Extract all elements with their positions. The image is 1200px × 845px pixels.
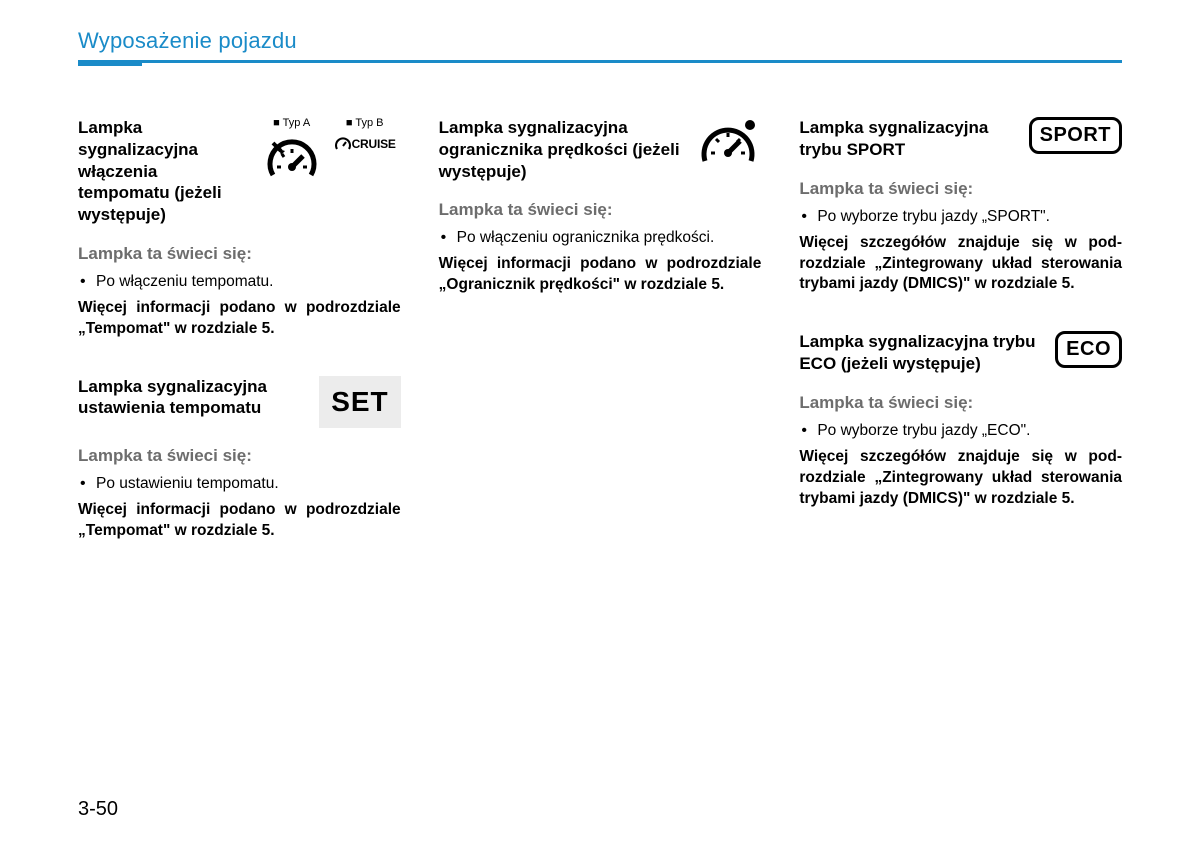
section-eco-mode: Lampka sygnalizacyjna trybu ECO (jeżeli … <box>799 331 1122 509</box>
bullet-list: Po wyborze trybu jazdy „SPORT". <box>799 207 1122 227</box>
sport-badge-icon: SPORT <box>1029 117 1122 154</box>
set-badge-icon: SET <box>319 376 400 428</box>
type-b-label: ■ Typ B <box>346 117 384 129</box>
section-cruise-set: Lampka sygnalizacyjna ustawienia tempoma… <box>78 376 401 542</box>
column-1: Lampka sygnalizacyjna włączenia tempomat… <box>78 117 401 578</box>
list-item: Po wyborze trybu jazdy „ECO". <box>799 421 1122 441</box>
sub-heading: Lampka ta świeci się: <box>799 179 1122 199</box>
cruise-small-icon: CRUISE <box>329 131 401 157</box>
bullet-list: Po włączeniu tempomatu. <box>78 272 401 292</box>
sub-heading: Lampka ta świeci się: <box>78 244 401 264</box>
sub-heading: Lampka ta świeci się: <box>78 446 401 466</box>
reference-note: Więcej informacji podano w podrozdziale … <box>78 500 401 542</box>
section-title: Lampka sygnalizacyjna trybu ECO (jeżeli … <box>799 331 1045 375</box>
speed-limiter-icon <box>695 117 761 171</box>
section-sport-mode: Lampka sygnalizacyjna trybu SPORT SPORT … <box>799 117 1122 295</box>
title-rule <box>78 60 1122 63</box>
bullet-list: Po ustawieniu tempomatu. <box>78 474 401 494</box>
reference-note: Więcej szczegółów znajduje się w pod­roz… <box>799 447 1122 510</box>
mini-gauge-icon <box>334 135 352 153</box>
reference-note: Więcej informacji podano w podrozdziale … <box>439 254 762 296</box>
section-speed-limiter: Lampka sygnalizacyjna ogranicznika prędk… <box>439 117 762 296</box>
sub-heading: Lampka ta świeci się: <box>439 200 762 220</box>
list-item: Po ustawieniu tempomatu. <box>78 474 401 494</box>
section-title: Lampka sygnalizacyjna ustawienia tempoma… <box>78 376 309 420</box>
section-title: Lampka sygnalizacyjna ogranicznika prędk… <box>439 117 686 182</box>
column-3: Lampka sygnalizacyjna trybu SPORT SPORT … <box>799 117 1122 578</box>
list-item: Po włączeniu tempomatu. <box>78 272 401 292</box>
reference-note: Więcej informacji podano w podrozdziale … <box>78 298 401 340</box>
cruise-text: CRUISE <box>352 137 396 151</box>
bullet-list: Po wyborze trybu jazdy „ECO". <box>799 421 1122 441</box>
sub-heading: Lampka ta świeci się: <box>799 393 1122 413</box>
list-item: Po wyborze trybu jazdy „SPORT". <box>799 207 1122 227</box>
cruise-gauge-icon <box>261 131 323 183</box>
content-columns: Lampka sygnalizacyjna włączenia tempomat… <box>78 117 1122 578</box>
section-title: Lampka sygnalizacyjna włączenia tempomat… <box>78 117 251 226</box>
bullet-list: Po włączeniu ogranicznika prędkości. <box>439 228 762 248</box>
section-cruise-on: Lampka sygnalizacyjna włączenia tempomat… <box>78 117 401 340</box>
icon-row: ■ Typ A <box>261 117 401 183</box>
eco-badge-icon: ECO <box>1055 331 1122 368</box>
icon-type-b-col: ■ Typ B CRUISE <box>329 117 401 183</box>
page-title: Wyposażenie pojazdu <box>78 28 1122 54</box>
icon-type-a-col: ■ Typ A <box>261 117 323 183</box>
page-number: 3-50 <box>78 798 118 821</box>
column-2: Lampka sygnalizacyjna ogranicznika prędk… <box>439 117 762 578</box>
type-a-label: ■ Typ A <box>273 117 310 129</box>
section-title: Lampka sygnalizacyjna trybu SPORT <box>799 117 1018 161</box>
reference-note: Więcej szczegółów znajduje się w pod­roz… <box>799 233 1122 296</box>
list-item: Po włączeniu ogranicznika prędkości. <box>439 228 762 248</box>
